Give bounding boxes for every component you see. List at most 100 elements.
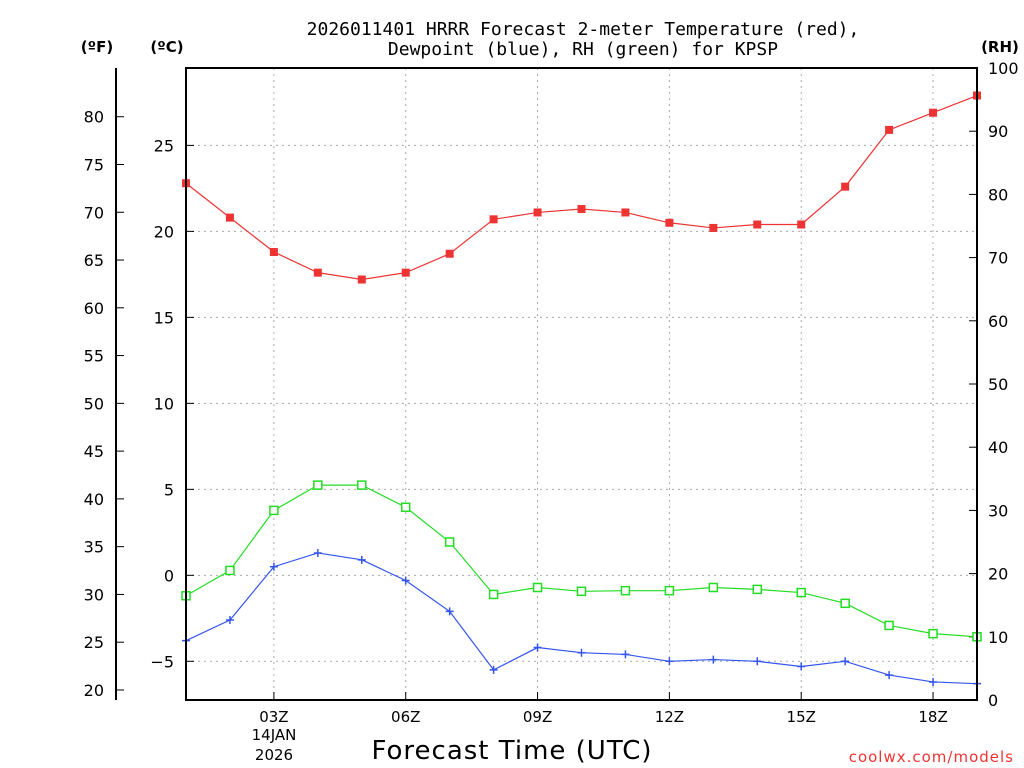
rh-point bbox=[884, 620, 894, 631]
temperature-point bbox=[577, 205, 586, 214]
rh-tick-label: 80 bbox=[988, 185, 1008, 204]
dewpoint-point bbox=[929, 677, 938, 686]
rh-tick-label: 70 bbox=[988, 249, 1008, 268]
rh-tick-label: 100 bbox=[988, 59, 1019, 78]
date-label-day: 14JAN bbox=[252, 726, 297, 744]
watermark[interactable]: coolwx.com/models bbox=[849, 748, 1014, 766]
temperature-point bbox=[401, 268, 410, 277]
fahrenheit-tick-label: 80 bbox=[84, 108, 104, 127]
temperature-point bbox=[797, 220, 806, 229]
fahrenheit-tick-label: 30 bbox=[84, 585, 104, 604]
temperature-point bbox=[489, 215, 498, 224]
fahrenheit-tick-label: 40 bbox=[84, 490, 104, 509]
data-series bbox=[181, 91, 982, 688]
rh-point bbox=[269, 505, 279, 516]
series-temperature bbox=[182, 91, 981, 284]
fahrenheit-tick-label: 65 bbox=[84, 251, 104, 270]
dewpoint-point bbox=[841, 657, 850, 666]
celsius-unit-label: (ºC) bbox=[150, 38, 183, 56]
temperature-line bbox=[185, 94, 978, 281]
plot-frame bbox=[185, 67, 978, 701]
dewpoint-point bbox=[753, 657, 762, 666]
temperature-point bbox=[841, 182, 850, 191]
dewpoint-point bbox=[489, 665, 498, 674]
x-tick-label: 18Z bbox=[918, 708, 947, 726]
celsius-tick-label: 15 bbox=[154, 308, 174, 327]
temperature-point bbox=[753, 220, 762, 229]
dewpoint-point bbox=[269, 562, 278, 571]
temperature-point bbox=[885, 125, 894, 134]
dewpoint-point bbox=[445, 607, 454, 616]
temperature-point bbox=[533, 208, 542, 217]
series-dewpoint bbox=[182, 548, 981, 688]
temperature-point bbox=[709, 223, 718, 232]
x-tick-label: 03Z bbox=[259, 708, 288, 726]
temperature-point bbox=[225, 213, 234, 222]
rh-line bbox=[185, 484, 978, 638]
x-tick-label: 06Z bbox=[391, 708, 420, 726]
temperature-point bbox=[445, 249, 454, 258]
celsius-tick-label: 10 bbox=[154, 394, 174, 413]
fahrenheit-tick-label: 60 bbox=[84, 299, 104, 318]
x-axis-title: Forecast Time (UTC) bbox=[371, 736, 652, 766]
rh-point bbox=[796, 587, 806, 598]
fahrenheit-tick-label: 55 bbox=[84, 347, 104, 366]
rh-tick-label: 60 bbox=[988, 312, 1008, 331]
x-tick-label: 15Z bbox=[787, 708, 816, 726]
dewpoint-point bbox=[797, 662, 806, 671]
dewpoint-point bbox=[313, 548, 322, 557]
fahrenheit-tick-label: 45 bbox=[84, 442, 104, 461]
x-tick-label: 12Z bbox=[655, 708, 684, 726]
rh-point bbox=[357, 480, 367, 490]
temperature-point bbox=[665, 218, 674, 227]
rh-tick-label: 30 bbox=[988, 501, 1008, 520]
rh-tick-label: 10 bbox=[988, 628, 1008, 647]
temperature-point bbox=[929, 108, 938, 117]
fahrenheit-tick-label: 20 bbox=[84, 681, 104, 700]
temperature-point bbox=[269, 248, 278, 257]
chart-title-line2: Dewpoint (blue), RH (green) for KPSP bbox=[388, 39, 778, 60]
dewpoint-point bbox=[665, 657, 674, 666]
rh-point bbox=[840, 598, 850, 609]
fahrenheit-tick-label: 75 bbox=[84, 155, 104, 174]
rh-point bbox=[444, 537, 455, 547]
rh-tick-label: 50 bbox=[988, 375, 1008, 394]
rh-point bbox=[752, 584, 763, 595]
celsius-tick-label: 20 bbox=[154, 222, 174, 241]
tick-labels: 03Z 06Z 09Z 12Z 15Z 18Z −5 0 5 10 15 20 25 20 25 30 35 40… bbox=[84, 59, 1019, 726]
rh-point bbox=[313, 480, 323, 490]
rh-point bbox=[488, 589, 499, 600]
rh-point bbox=[708, 582, 719, 593]
dewpoint-point bbox=[577, 648, 586, 657]
dewpoint-line bbox=[185, 552, 978, 685]
rh-point bbox=[400, 502, 411, 512]
temperature-point bbox=[621, 208, 630, 217]
dewpoint-point bbox=[621, 650, 630, 659]
rh-point bbox=[576, 586, 587, 597]
fahrenheit-tick-label: 50 bbox=[84, 394, 104, 413]
dewpoint-point bbox=[709, 655, 718, 664]
dewpoint-point bbox=[885, 671, 894, 680]
date-label-year: 2026 bbox=[255, 746, 293, 764]
rh-tick-label: 0 bbox=[988, 691, 998, 710]
rh-point bbox=[664, 585, 675, 596]
celsius-tick-label: 25 bbox=[154, 136, 174, 155]
chart-title-line1: 2026011401 HRRR Forecast 2-meter Tempera… bbox=[307, 19, 860, 40]
rh-point bbox=[225, 565, 235, 576]
dewpoint-point bbox=[533, 643, 542, 652]
dewpoint-point bbox=[401, 576, 410, 585]
rh-tick-label: 40 bbox=[988, 438, 1008, 457]
fahrenheit-tick-label: 35 bbox=[84, 538, 104, 557]
dewpoint-point bbox=[225, 616, 234, 625]
celsius-tick-label: 5 bbox=[164, 480, 174, 499]
fahrenheit-tick-label: 25 bbox=[84, 633, 104, 652]
celsius-tick-label: −5 bbox=[150, 652, 174, 671]
temperature-point bbox=[313, 268, 322, 277]
fahrenheit-unit-label: (ºF) bbox=[81, 38, 113, 56]
rh-tick-label: 20 bbox=[988, 565, 1008, 584]
temperature-point bbox=[357, 275, 366, 284]
dewpoint-point bbox=[357, 555, 366, 564]
series-rh bbox=[181, 480, 982, 642]
rh-point bbox=[620, 585, 631, 596]
